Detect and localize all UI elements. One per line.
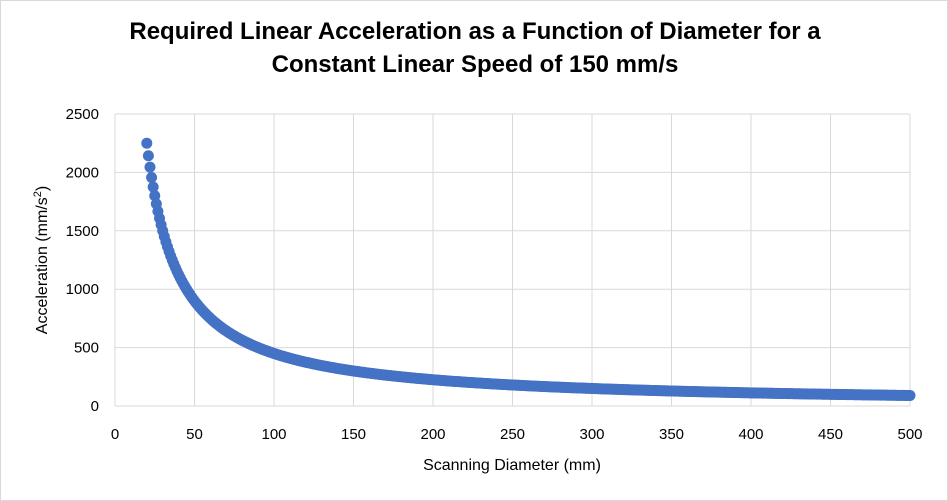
y-tick-label: 1500 bbox=[66, 223, 99, 240]
y-tick-label: 2500 bbox=[66, 106, 99, 123]
data-point bbox=[144, 161, 156, 173]
y-tick-label: 0 bbox=[91, 398, 99, 415]
chart-title-line-2: Constant Linear Speed of 150 mm/s bbox=[271, 51, 679, 78]
y-axis-title-close: ) bbox=[34, 186, 51, 191]
x-tick-label: 0 bbox=[111, 426, 119, 443]
chart-title: Required Linear Acceleration as a Functi… bbox=[1, 15, 948, 81]
data-point bbox=[141, 137, 153, 149]
x-tick-label: 250 bbox=[500, 426, 525, 443]
x-tick-label: 300 bbox=[579, 426, 604, 443]
y-tick-label: 2000 bbox=[66, 164, 99, 181]
y-axis-title-sup: 2 bbox=[32, 191, 44, 197]
x-tick-label: 400 bbox=[738, 426, 763, 443]
x-axis-title: Scanning Diameter (mm) bbox=[423, 457, 601, 474]
x-tick-label: 50 bbox=[186, 426, 203, 443]
data-point bbox=[146, 171, 158, 183]
chart-title-line-1: Required Linear Acceleration as a Functi… bbox=[129, 18, 821, 45]
y-tick-labels: 0 500 1000 1500 2000 2500 bbox=[66, 106, 99, 415]
x-tick-label: 100 bbox=[261, 426, 286, 443]
x-tick-label: 500 bbox=[897, 426, 922, 443]
x-tick-label: 200 bbox=[420, 426, 445, 443]
x-tick-label: 350 bbox=[659, 426, 684, 443]
x-tick-labels: 0 50 100 150 200 250 300 350 400 450 500 bbox=[111, 426, 923, 443]
y-axis-title-text: Acceleration (mm/s bbox=[34, 197, 51, 334]
gridlines bbox=[114, 113, 911, 407]
y-axis-title: Acceleration (mm/s2) bbox=[32, 186, 51, 334]
y-tick-label: 500 bbox=[74, 340, 99, 357]
data-point bbox=[142, 150, 154, 162]
data-series bbox=[141, 137, 916, 401]
x-tick-label: 450 bbox=[818, 426, 843, 443]
data-point bbox=[904, 389, 916, 401]
data-point bbox=[147, 181, 159, 193]
x-tick-label: 150 bbox=[341, 426, 366, 443]
y-tick-label: 1000 bbox=[66, 281, 99, 298]
